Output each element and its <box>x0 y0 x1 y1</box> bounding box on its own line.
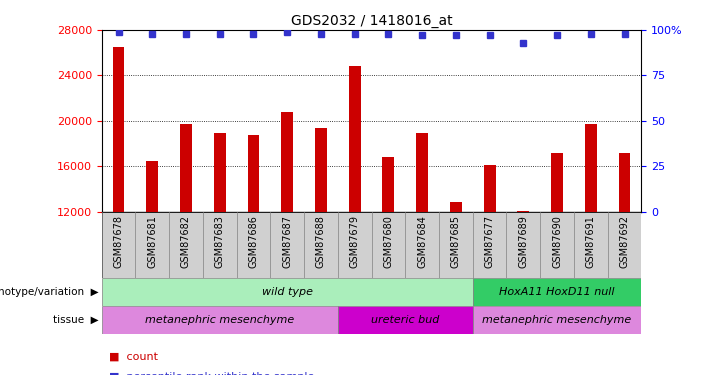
Bar <box>416 134 428 212</box>
Text: tissue  ▶: tissue ▶ <box>53 315 98 325</box>
Text: GSM87688: GSM87688 <box>316 215 326 268</box>
Bar <box>619 153 630 212</box>
Text: GSM87682: GSM87682 <box>181 215 191 268</box>
Text: ■  percentile rank within the sample: ■ percentile rank within the sample <box>109 372 314 375</box>
Text: GSM87683: GSM87683 <box>215 215 225 268</box>
Text: GSM87679: GSM87679 <box>350 215 360 268</box>
Text: GSM87686: GSM87686 <box>248 215 259 268</box>
Text: GSM87689: GSM87689 <box>518 215 529 268</box>
Bar <box>551 153 563 212</box>
Text: HoxA11 HoxD11 null: HoxA11 HoxD11 null <box>499 286 615 297</box>
Title: GDS2032 / 1418016_at: GDS2032 / 1418016_at <box>291 13 452 28</box>
Bar <box>281 112 293 212</box>
Text: GSM87687: GSM87687 <box>283 215 292 268</box>
Bar <box>349 66 360 212</box>
Text: GSM87681: GSM87681 <box>147 215 157 268</box>
Text: metanephric mesenchyme: metanephric mesenchyme <box>145 315 294 325</box>
Bar <box>113 47 124 212</box>
Text: wild type: wild type <box>261 286 313 297</box>
Text: GSM87680: GSM87680 <box>383 215 393 268</box>
Text: GSM87690: GSM87690 <box>552 215 562 268</box>
Bar <box>214 134 226 212</box>
Bar <box>585 124 597 212</box>
Bar <box>484 165 496 212</box>
Bar <box>472 306 641 334</box>
Bar <box>247 135 259 212</box>
Bar <box>102 306 338 334</box>
Text: genotype/variation  ▶: genotype/variation ▶ <box>0 286 98 297</box>
Text: GSM87692: GSM87692 <box>620 215 629 268</box>
Bar <box>315 128 327 212</box>
Bar <box>383 158 394 212</box>
Bar <box>472 278 641 306</box>
Bar <box>102 278 472 306</box>
Bar <box>147 161 158 212</box>
Bar <box>180 124 192 212</box>
Text: metanephric mesenchyme: metanephric mesenchyme <box>482 315 632 325</box>
Text: ■  count: ■ count <box>109 351 158 361</box>
Bar <box>517 211 529 212</box>
Text: GSM87691: GSM87691 <box>586 215 596 268</box>
Bar <box>450 202 462 212</box>
Text: GSM87684: GSM87684 <box>417 215 427 268</box>
Text: GSM87677: GSM87677 <box>484 215 495 268</box>
Text: GSM87678: GSM87678 <box>114 215 123 268</box>
Text: GSM87685: GSM87685 <box>451 215 461 268</box>
Bar <box>338 306 472 334</box>
Bar <box>102 212 641 278</box>
Text: ureteric bud: ureteric bud <box>371 315 440 325</box>
